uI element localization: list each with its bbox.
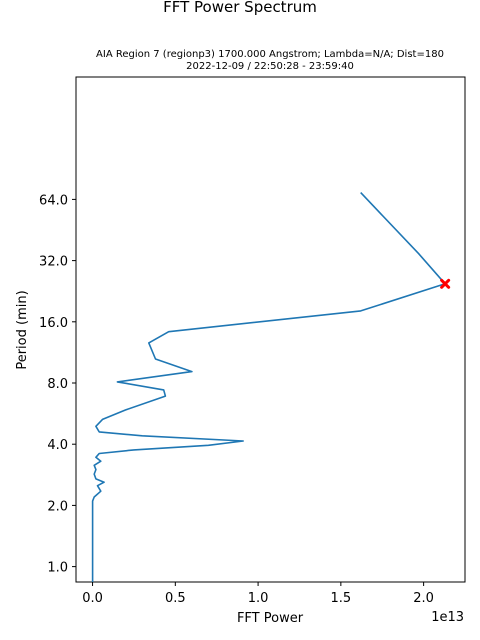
- plot-area: [75, 76, 466, 583]
- y-axis-ticks: 1.0 2.0 4.0 8.0 16.0 32.0 64.0: [39, 193, 76, 576]
- chart-title: FFT Power Spectrum: [163, 0, 317, 16]
- y-tick-label: 4.0: [47, 438, 68, 453]
- y-tick-label: 64.0: [39, 193, 68, 208]
- chart-subtitle-line-2: 2022-12-09 / 22:50:28 - 23:59:40: [186, 61, 354, 72]
- chart-subtitle-line-1: AIA Region 7 (regionp3) 1700.000 Angstro…: [96, 49, 444, 60]
- x-axis-ticks: 0.0 0.5 1.0 1.5 2.0: [82, 582, 434, 606]
- x-tick-label: 1.0: [248, 591, 269, 606]
- y-tick-label: 32.0: [39, 255, 68, 270]
- peak-marker: [440, 278, 451, 289]
- x-axis-offset-label: 1e13: [431, 610, 464, 625]
- y-tick-label: 2.0: [47, 499, 68, 514]
- y-tick-label: 8.0: [47, 377, 68, 392]
- x-tick-label: 0.0: [82, 591, 103, 606]
- x-axis-label: FFT Power: [237, 611, 304, 626]
- x-tick-label: 2.0: [413, 591, 434, 606]
- peak-marker-stroke: [440, 278, 451, 289]
- series-line: [91, 192, 446, 582]
- x-tick-label: 1.5: [331, 591, 352, 606]
- y-tick-label: 16.0: [39, 316, 68, 331]
- y-tick-label: 1.0: [47, 561, 68, 576]
- y-axis-label: Period (min): [15, 290, 30, 369]
- x-tick-label: 0.5: [165, 591, 186, 606]
